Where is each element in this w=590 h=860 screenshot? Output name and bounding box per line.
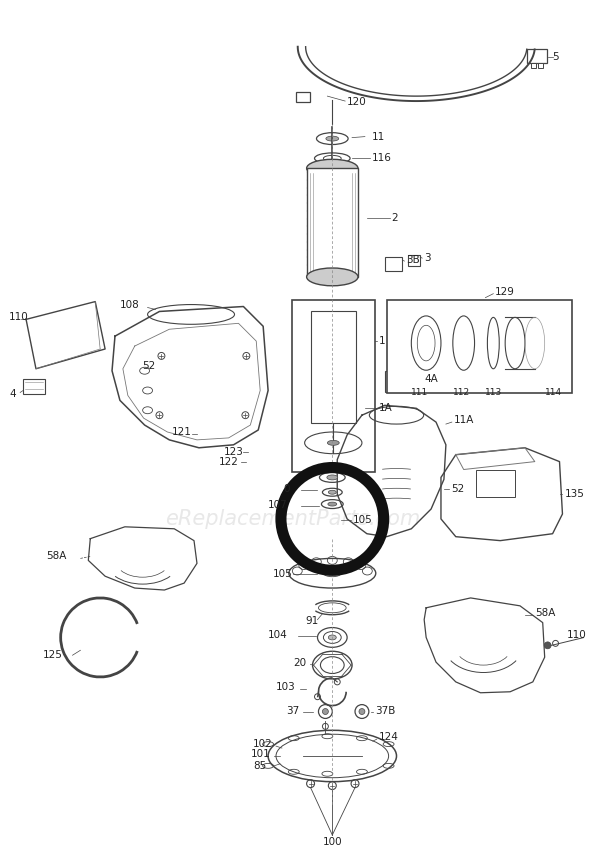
Text: 120: 120 [347, 97, 367, 107]
Text: 20: 20 [293, 658, 306, 668]
Text: 91: 91 [306, 616, 319, 625]
Text: 3B: 3B [407, 255, 420, 265]
Text: 129: 129 [495, 286, 515, 297]
Circle shape [544, 642, 551, 648]
Text: 122: 122 [219, 457, 238, 467]
Text: 116: 116 [372, 153, 392, 163]
Bar [307, 169, 358, 277]
Text: 58A: 58A [535, 608, 555, 617]
Ellipse shape [329, 635, 336, 640]
Bar [527, 49, 547, 63]
Text: 103: 103 [276, 682, 296, 691]
Text: 114: 114 [545, 388, 562, 397]
Ellipse shape [327, 475, 337, 480]
Text: 0: 0 [283, 484, 290, 494]
Bar [292, 299, 375, 472]
Circle shape [322, 709, 329, 715]
Text: 113: 113 [486, 388, 503, 397]
Bar [531, 63, 536, 69]
Text: 2: 2 [392, 212, 398, 223]
Circle shape [359, 709, 365, 715]
Bar [408, 255, 420, 266]
Bar [385, 257, 402, 271]
Text: 108: 108 [120, 299, 140, 310]
Text: 110: 110 [9, 312, 29, 322]
Text: 111: 111 [411, 388, 428, 397]
Text: 1A: 1A [379, 403, 392, 414]
Text: 5: 5 [553, 52, 559, 62]
Text: 85: 85 [253, 761, 267, 771]
Text: 11A: 11A [454, 415, 474, 425]
Text: 37B: 37B [375, 705, 395, 716]
Text: 100: 100 [323, 837, 342, 847]
Ellipse shape [327, 440, 339, 445]
Text: 123: 123 [224, 446, 244, 457]
Bar [310, 311, 356, 423]
Text: 58A: 58A [46, 551, 66, 562]
Bar [23, 378, 45, 395]
Text: 110: 110 [566, 630, 586, 641]
Text: 3: 3 [424, 253, 431, 263]
Text: 135: 135 [565, 489, 584, 499]
Bar [476, 470, 515, 497]
Text: 52: 52 [143, 361, 156, 371]
Text: 4A: 4A [424, 373, 438, 384]
Text: 104: 104 [268, 630, 288, 641]
Text: 1: 1 [379, 336, 385, 346]
Text: 4: 4 [9, 390, 16, 399]
Text: 102: 102 [253, 739, 273, 749]
Text: 107: 107 [268, 500, 288, 510]
Bar [386, 299, 572, 394]
Ellipse shape [323, 570, 341, 577]
Text: 37: 37 [286, 705, 299, 716]
Text: 101: 101 [251, 749, 271, 759]
Text: 105: 105 [353, 515, 373, 525]
Text: 124: 124 [379, 732, 399, 742]
Text: 11: 11 [372, 132, 385, 142]
Ellipse shape [307, 159, 358, 177]
Bar [296, 92, 310, 102]
Bar [537, 63, 543, 69]
Text: 121: 121 [172, 427, 192, 437]
Ellipse shape [326, 136, 339, 141]
Ellipse shape [328, 502, 337, 506]
Text: 125: 125 [43, 650, 63, 660]
Text: 105: 105 [273, 569, 293, 580]
Ellipse shape [329, 490, 336, 494]
Text: eReplacementParts.com: eReplacementParts.com [165, 509, 421, 529]
Text: 112: 112 [453, 388, 470, 397]
Bar [385, 371, 418, 392]
Text: 52: 52 [451, 484, 464, 494]
Ellipse shape [307, 268, 358, 286]
